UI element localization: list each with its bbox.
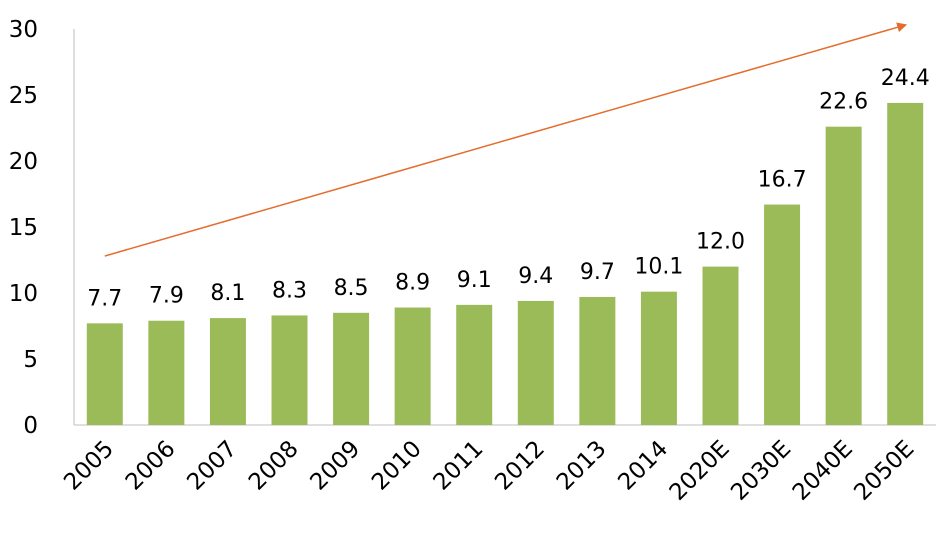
data-label: 8.5 [334,276,369,301]
bar [764,204,801,425]
data-label: 7.7 [87,286,122,311]
x-tick-label: 2006 [121,436,181,496]
x-tick-label: 2013 [552,436,612,496]
data-label: 22.6 [819,90,868,115]
data-label: 9.1 [457,268,492,293]
bar [456,304,493,425]
x-tick-label: 2005 [59,436,119,496]
trend-arrow-line [104,22,908,257]
bar [702,266,739,425]
data-label: 9.4 [518,264,553,289]
x-tick-label: 2008 [244,436,304,496]
y-tick-label: 5 [23,347,38,373]
x-tick-label: 2030E [726,436,796,506]
x-tick-label: 2020E [665,436,735,506]
x-tick-label: 2009 [306,436,366,496]
data-label: 12.0 [696,230,745,255]
x-tick-label: 2011 [429,436,489,496]
y-tick-label: 15 [9,215,38,241]
y-axis: 0 5 10 15 20 25 30 [9,17,75,439]
x-tick-label: 2012 [490,436,550,496]
data-label: 8.3 [272,278,307,303]
data-label: 8.9 [395,271,430,296]
bar [825,126,862,426]
data-label: 16.7 [758,168,807,193]
bars [86,102,924,426]
bar [148,320,185,425]
bar [640,291,677,425]
x-tick-labels: 2005 2006 2007 2008 2009 2010 2011 2012 2013 2014… [59,436,919,506]
y-tick-label: 25 [9,83,38,109]
y-tick-label: 30 [9,17,38,43]
trend-arrow [104,22,908,257]
bar [271,315,308,425]
bar [86,323,123,425]
bar [579,296,616,425]
x-tick-label: 2040E [788,436,858,506]
y-tick-label: 10 [9,281,38,307]
y-tick-label: 0 [23,413,38,439]
x-tick-label: 2050E [849,436,919,506]
data-label: 9.7 [580,260,615,285]
x-tick-label: 2010 [367,436,427,496]
bar [887,102,924,426]
y-tick-label: 20 [9,149,38,175]
bar [517,300,554,425]
bar [394,307,431,425]
data-label: 24.4 [881,66,930,91]
data-label: 8.1 [210,281,245,306]
data-labels: 7.7 7.9 8.1 8.3 8.5 8.9 9.1 9.4 9.7 10.1 12.0 16.7 2… [87,66,929,311]
x-tick-label: 2007 [182,436,242,496]
bar [209,318,246,425]
data-label: 7.9 [149,284,184,309]
data-label: 10.1 [634,255,683,280]
bar [333,312,370,425]
